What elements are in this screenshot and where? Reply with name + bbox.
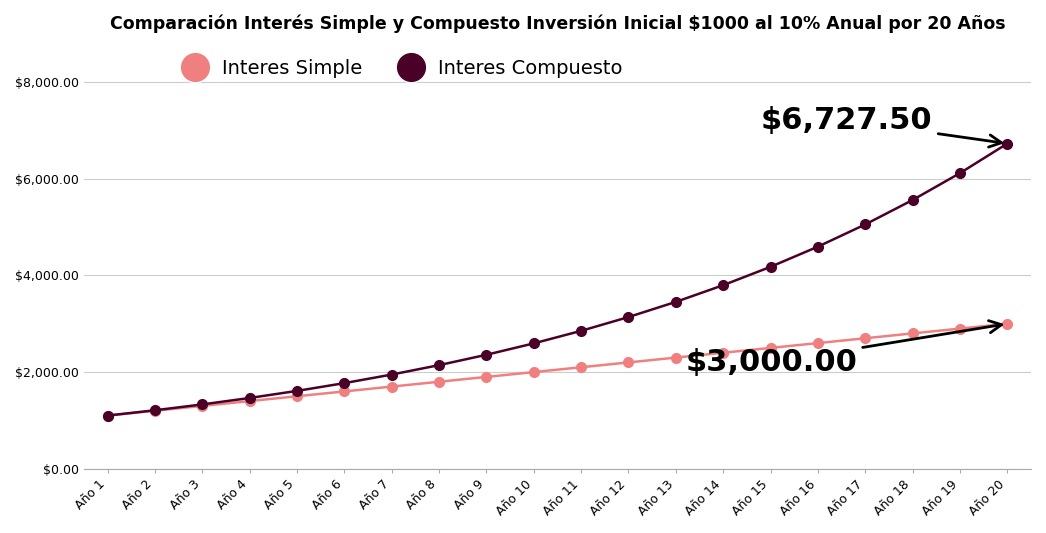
Legend: Interes Simple, Interes Compuesto: Interes Simple, Interes Compuesto xyxy=(169,53,629,84)
Title: Comparación Interés Simple y Compuesto Inversión Inicial $1000 al 10% Anual por : Comparación Interés Simple y Compuesto I… xyxy=(110,15,1005,34)
Text: $6,727.50: $6,727.50 xyxy=(761,106,1001,147)
Text: $3,000.00: $3,000.00 xyxy=(685,321,1001,377)
